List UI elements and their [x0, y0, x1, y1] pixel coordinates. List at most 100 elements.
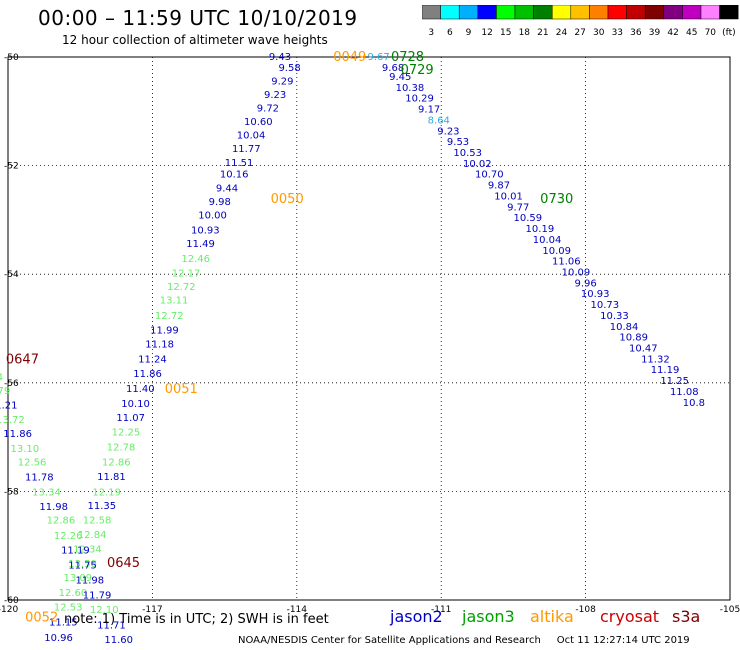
wave-height-label: 11.98 [39, 502, 68, 513]
wave-height-label: 11.40 [126, 384, 155, 395]
wave-height-label: 10.53 [453, 148, 482, 159]
wave-height-label: 11.19 [61, 546, 90, 557]
wave-height-label: 12.72 [167, 282, 196, 293]
wave-height-label: 11.86 [133, 369, 162, 380]
color-scale-label: 9 [466, 28, 472, 38]
wave-height-label: 11.07 [116, 413, 145, 424]
wave-height-label: 11.60 [104, 635, 133, 646]
wave-height-label: 13.09 [63, 573, 92, 584]
wave-height-label: 10.19 [526, 224, 555, 235]
wave-height-label: 9.58 [278, 63, 300, 74]
color-scale-label: 27 [574, 28, 585, 38]
pass-time-label: 0049 [333, 50, 366, 65]
wave-height-label: 9.43 [269, 52, 291, 63]
color-scale-label: 45 [686, 28, 697, 38]
pass-time-label: 0052 [25, 610, 58, 625]
lon-tick-label: -111 [431, 605, 451, 615]
wave-height-label: 11.79 [83, 591, 112, 602]
wave-height-label: 11.35 [88, 501, 117, 512]
wave-height-label: 13.34 [32, 487, 61, 498]
pass-time-label: 0645 [107, 556, 140, 571]
wave-height-label: 9.23 [437, 126, 459, 137]
wave-height-label: 10.93 [191, 226, 220, 237]
page-title: 00:00 – 11:59 UTC 10/10/2019 [38, 6, 358, 30]
wave-height-label: 9.45 [389, 72, 411, 83]
wave-height-label: 12.60 [59, 588, 88, 599]
wave-height-label: 10.02 [463, 159, 492, 170]
color-scale-bar: 3 6 9 12 15 18 21 24 27 30 33 36 39 42 45 70 (ft) [422, 5, 739, 38]
wave-height-label: 10.16 [220, 170, 249, 181]
wave-height-label: 10.01 [494, 191, 523, 202]
wave-height-label: 10.00 [198, 210, 227, 221]
wave-height-label: 11.71 [97, 620, 126, 631]
pass-time-label: 0729 [401, 63, 434, 78]
wave-height-label: 11.49 [186, 239, 215, 250]
color-swatch [719, 5, 739, 20]
pass-time-label: 0728 [391, 50, 424, 65]
color-scale-label: 39 [649, 28, 661, 38]
wave-height-label: 12.53 [54, 603, 83, 614]
lat-tick-label: -54 [4, 270, 19, 280]
wave-height-label: 11.08 [670, 387, 699, 398]
page-subtitle: 12 hour collection of altimeter wave hei… [62, 33, 328, 47]
lat-tick-label: -58 [4, 487, 19, 497]
wave-height-label: 11.24 [138, 354, 167, 365]
lat-tick-label: -60 [4, 596, 19, 606]
wave-height-label: 11.75 [68, 561, 97, 572]
wave-height-label: 12.34 [73, 544, 102, 555]
lon-tick-label: -120 [0, 605, 18, 615]
wave-height-label: 9.67 [367, 52, 389, 63]
wave-height-label: 10.8 [683, 398, 705, 409]
wave-height-label: 10.09 [542, 246, 571, 257]
color-scale-label: 21 [537, 28, 548, 38]
color-scale-label: 15 [500, 28, 511, 38]
wave-height-label: 10.04 [533, 235, 562, 246]
color-scale-label: (ft) [722, 28, 736, 38]
lat-tick-label: -52 [4, 162, 19, 172]
color-scale-label: 30 [593, 28, 605, 38]
wave-height-label: 10.38 [396, 83, 425, 94]
wave-height-label: 10.09 [562, 267, 591, 278]
legend-altika: altika [530, 607, 574, 626]
wave-height-label: 9.29 [271, 76, 293, 87]
color-scale-label: 6 [447, 28, 453, 38]
credit-line: NOAA/NESDIS Center for Satellite Applica… [238, 635, 690, 646]
legend-cryosat: cryosat [600, 607, 660, 626]
wave-height-label: 12.58 [83, 516, 112, 527]
wave-height-label: 9.53 [447, 137, 469, 148]
wave-height-label: 12.17 [172, 269, 201, 280]
wave-height-label: 12.79 [0, 386, 10, 397]
wave-height-label: 10.93 [581, 289, 610, 300]
wave-height-label: 12.56 [18, 458, 47, 469]
wave-height-label: 10.29 [405, 94, 434, 105]
legend-s3a: s3a [672, 607, 701, 626]
wave-height-label: 12.78 [107, 442, 136, 453]
wave-height-label: 11.86 [3, 429, 32, 440]
wave-height-label: 12.19 [92, 487, 121, 498]
wave-height-label: 13.10 [11, 444, 40, 455]
wave-height-label: 9.23 [264, 90, 286, 101]
wave-height-label: 10.04 [237, 131, 266, 142]
color-scale-label: 36 [630, 28, 642, 38]
wave-height-label: 12.86 [47, 516, 76, 527]
legend-jason2: jason2 [390, 607, 443, 626]
wave-height-label: 12.26 [54, 531, 83, 542]
wave-height-label: 11.25 [660, 376, 689, 387]
wave-height-label: 12.46 [181, 254, 210, 265]
wave-height-label: 12.84 [0, 372, 3, 383]
footer-note: note: 1) Time is in UTC; 2) SWH is in fe… [64, 612, 329, 627]
wave-height-label: 10.96 [44, 633, 73, 644]
wave-height-label: 10.60 [244, 117, 273, 128]
lon-tick-label: -108 [575, 605, 596, 615]
wave-height-label: 9.68 [382, 63, 404, 74]
pass-time-label: 0050 [271, 192, 304, 207]
wave-height-label: 12.72 [155, 311, 184, 322]
wave-height-label: 10.59 [514, 213, 543, 224]
wave-height-label: 11.32 [641, 354, 670, 365]
color-scale-label: 70 [705, 28, 717, 38]
wave-height-label: 12.25 [112, 428, 141, 439]
wave-height-label: 11.18 [145, 340, 174, 351]
lon-tick-label: -117 [142, 605, 162, 615]
color-scale-label: 33 [612, 28, 623, 38]
